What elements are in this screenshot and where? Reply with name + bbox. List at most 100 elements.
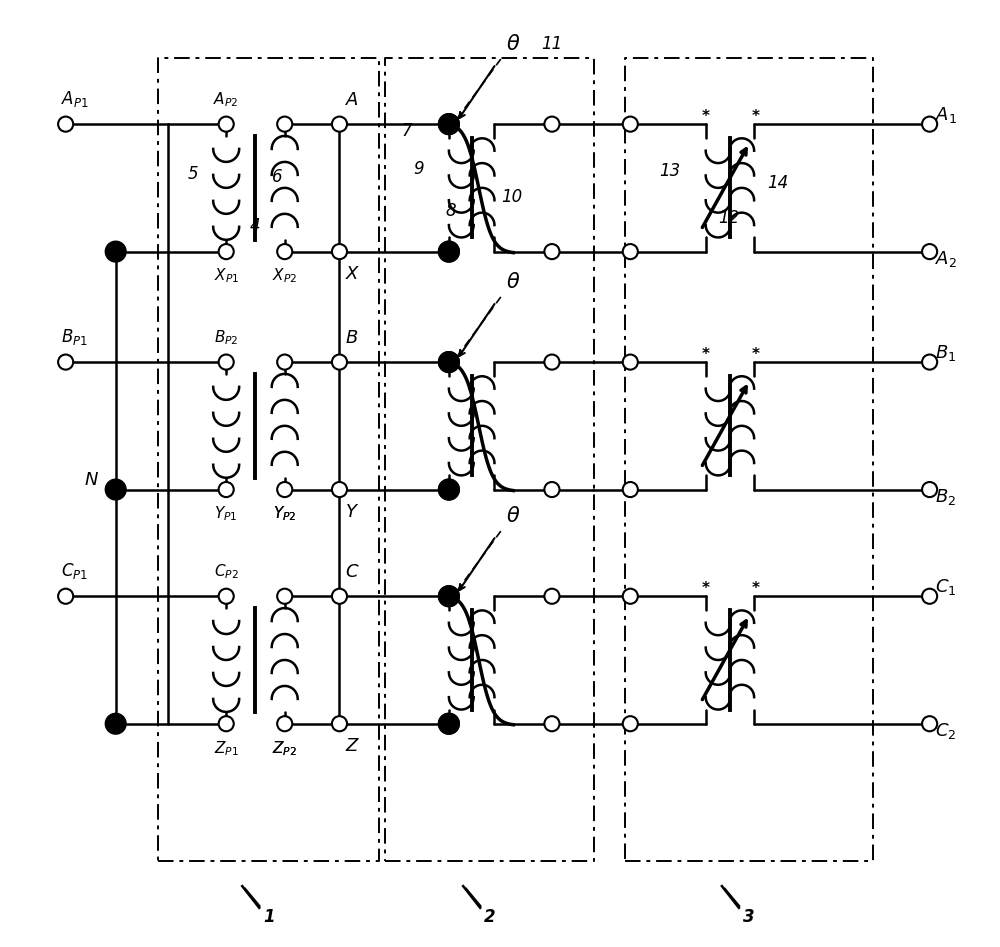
Circle shape <box>623 116 638 132</box>
Circle shape <box>219 482 234 497</box>
Text: $X_{P2}$: $X_{P2}$ <box>272 267 297 285</box>
Text: $N$: $N$ <box>84 471 99 489</box>
Text: 13: 13 <box>659 162 680 180</box>
Text: *: * <box>752 581 760 597</box>
Text: $C_{P2}$: $C_{P2}$ <box>214 563 239 581</box>
Circle shape <box>623 716 638 731</box>
Circle shape <box>439 586 459 607</box>
Circle shape <box>277 482 292 497</box>
Text: 7: 7 <box>401 122 412 140</box>
Text: $Y$: $Y$ <box>345 503 359 521</box>
Circle shape <box>277 244 292 259</box>
Circle shape <box>58 354 73 369</box>
Text: $\theta$: $\theta$ <box>506 272 520 293</box>
Circle shape <box>544 354 559 369</box>
Circle shape <box>277 589 292 604</box>
Circle shape <box>58 116 73 132</box>
Text: $A_2$: $A_2$ <box>935 249 957 269</box>
Text: *: * <box>752 109 760 124</box>
Circle shape <box>544 116 559 132</box>
Circle shape <box>439 713 459 734</box>
Circle shape <box>332 716 347 731</box>
Circle shape <box>922 589 937 604</box>
Circle shape <box>277 116 292 132</box>
Circle shape <box>219 244 234 259</box>
Circle shape <box>544 589 559 604</box>
Circle shape <box>922 116 937 132</box>
Circle shape <box>219 589 234 604</box>
Circle shape <box>922 716 937 731</box>
Text: $X_{P1}$: $X_{P1}$ <box>214 267 239 285</box>
Circle shape <box>623 589 638 604</box>
Circle shape <box>105 241 126 262</box>
Circle shape <box>58 589 73 604</box>
Text: *: * <box>702 581 710 597</box>
Circle shape <box>623 482 638 497</box>
Circle shape <box>544 244 559 259</box>
Text: 11: 11 <box>541 35 563 53</box>
Text: $Y_{P1}$: $Y_{P1}$ <box>214 505 238 524</box>
Circle shape <box>439 241 459 262</box>
Text: 14: 14 <box>767 174 788 192</box>
Text: 9: 9 <box>413 160 424 178</box>
Text: $B_1$: $B_1$ <box>935 343 957 363</box>
Text: $Y_{P2}$: $Y_{P2}$ <box>273 505 296 524</box>
Text: 1: 1 <box>263 908 274 926</box>
Circle shape <box>439 479 459 500</box>
Circle shape <box>332 354 347 369</box>
Text: $\theta$: $\theta$ <box>506 34 520 54</box>
Circle shape <box>332 482 347 497</box>
Circle shape <box>219 354 234 369</box>
Text: $Z_{P1}$: $Z_{P1}$ <box>214 739 239 758</box>
Circle shape <box>105 713 126 734</box>
Text: $Z_{P2}$: $Z_{P2}$ <box>272 739 297 758</box>
Text: $A$: $A$ <box>345 91 359 109</box>
Text: $Z$: $Z$ <box>345 737 360 755</box>
Text: 8: 8 <box>445 203 456 221</box>
Circle shape <box>623 244 638 259</box>
Text: 6: 6 <box>272 168 282 186</box>
Circle shape <box>332 116 347 132</box>
Text: $C_{P1}$: $C_{P1}$ <box>61 562 88 581</box>
Circle shape <box>439 586 459 607</box>
Text: $Y_{P2}$: $Y_{P2}$ <box>273 505 296 524</box>
Text: $B_{P1}$: $B_{P1}$ <box>61 327 88 347</box>
Circle shape <box>439 713 459 734</box>
Text: $A_{P1}$: $A_{P1}$ <box>61 89 89 109</box>
Text: $B_2$: $B_2$ <box>935 487 956 507</box>
Circle shape <box>544 482 559 497</box>
Circle shape <box>219 116 234 132</box>
Circle shape <box>544 716 559 731</box>
Circle shape <box>105 479 126 500</box>
Text: $X$: $X$ <box>345 265 361 283</box>
Text: *: * <box>752 348 760 362</box>
Circle shape <box>623 354 638 369</box>
Text: *: * <box>702 109 710 124</box>
Circle shape <box>332 244 347 259</box>
Circle shape <box>219 716 234 731</box>
Circle shape <box>439 351 459 372</box>
Circle shape <box>922 244 937 259</box>
Circle shape <box>439 114 459 134</box>
Text: 2: 2 <box>484 908 495 926</box>
Text: 5: 5 <box>188 165 198 183</box>
Text: $A_1$: $A_1$ <box>935 105 957 125</box>
Text: $A_{P2}$: $A_{P2}$ <box>213 90 239 109</box>
Circle shape <box>439 351 459 372</box>
Circle shape <box>922 482 937 497</box>
Text: $B_{P2}$: $B_{P2}$ <box>214 329 238 347</box>
Circle shape <box>439 479 459 500</box>
Circle shape <box>332 589 347 604</box>
Text: $C$: $C$ <box>345 563 360 581</box>
Text: $\theta$: $\theta$ <box>506 507 520 527</box>
Text: 3: 3 <box>743 908 754 926</box>
Text: *: * <box>702 348 710 362</box>
Text: 4: 4 <box>250 217 261 235</box>
Text: 10: 10 <box>501 188 522 206</box>
Circle shape <box>277 716 292 731</box>
Circle shape <box>922 354 937 369</box>
Text: 12: 12 <box>718 209 740 227</box>
Text: $C_2$: $C_2$ <box>935 722 957 742</box>
Circle shape <box>439 241 459 262</box>
Text: $C_1$: $C_1$ <box>935 577 957 597</box>
